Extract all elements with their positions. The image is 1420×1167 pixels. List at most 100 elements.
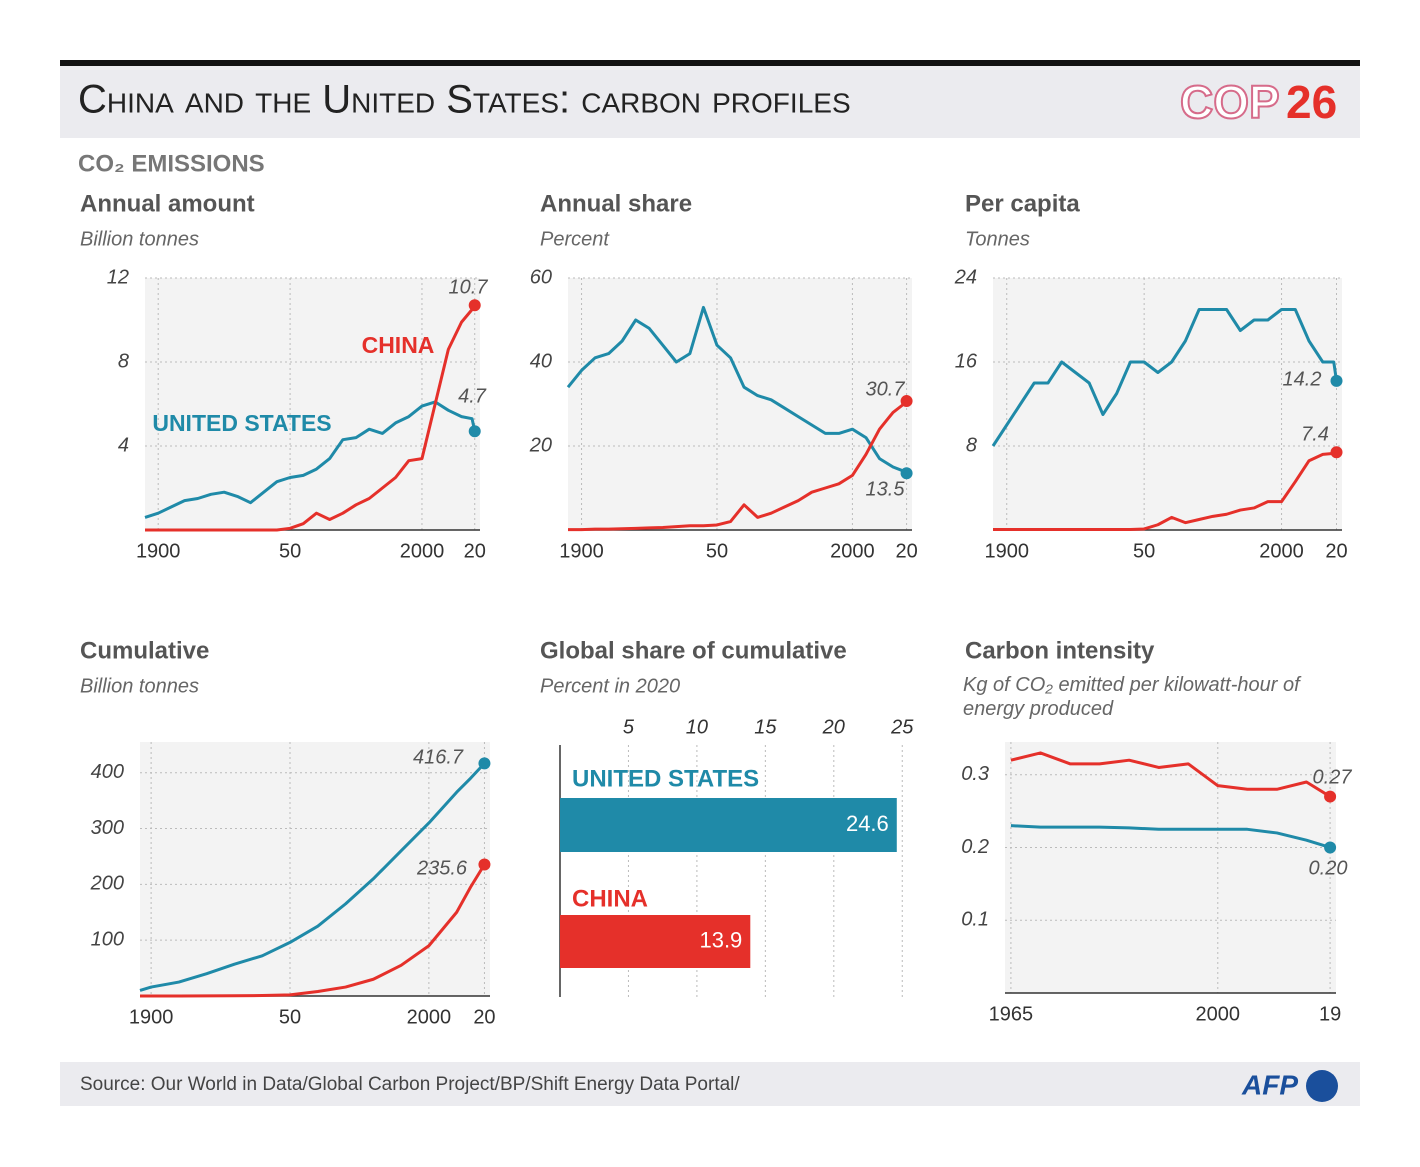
end-dot [468,299,481,312]
series-line [566,305,908,475]
header-rule [60,60,1360,66]
y-tick-label: 16 [955,350,978,372]
end-label: 416.7 [413,746,464,768]
section-label: CO₂ EMISSIONS [78,150,265,177]
y-tick-label: 300 [91,817,124,839]
end-dot [1324,790,1337,803]
bar [560,798,897,852]
chart-subtitle: Tonnes [965,228,1030,250]
series-line [144,400,477,519]
chart-title: Cumulative [80,637,209,664]
end-dot [1324,841,1337,854]
end-label: 4.7 [458,385,487,407]
header-band [60,62,1360,138]
bar-value: 13.9 [699,927,742,952]
source: Source: Our World in Data/Global Carbon … [80,1074,740,1095]
x-tick-label: 19 [1319,1003,1341,1025]
series-line [140,863,486,998]
footer-band [60,1062,1360,1106]
x-tick-label: 20 [473,1006,495,1028]
end-label: 30.7 [866,378,906,400]
plot-area [993,278,1342,530]
end-label: 7.4 [1301,423,1329,445]
x-tick-label: 10 [686,716,708,738]
end-dot [478,757,491,770]
subtitle-box: Kg of CO₂ emitted per kilowatt-hour of e… [963,674,1300,720]
end-label: 10.7 [449,276,489,298]
chart-title: Per capita [965,190,1080,217]
y-tick-label: 0.2 [961,836,989,858]
end-dot [900,467,913,480]
x-tick-label: 20 [464,540,486,562]
end-label: 14.2 [1283,368,1322,390]
chart-title: Annual share [540,190,692,217]
chart-title: Carbon intensity [965,637,1155,664]
y-tick-label: 0.3 [961,763,989,785]
series-line [991,308,1338,447]
chart-subtitle: Billion tonnes [80,228,199,250]
y-tick-label: 12 [107,266,129,288]
x-tick-label: 50 [706,540,728,562]
y-tick-label: 100 [91,928,124,950]
x-tick-label: 2000 [1196,1003,1241,1025]
x-tick-label: 20 [822,716,845,738]
end-label: 0.20 [1309,857,1348,879]
y-tick-label: 40 [530,350,552,372]
plot-area [140,742,490,996]
category-label: CHINA [572,885,648,912]
end-label: 13.5 [866,478,906,500]
end-dot [1330,374,1343,387]
end-dot [900,395,913,408]
series-line [993,450,1338,531]
bar [560,915,751,968]
series-name: UNITED STATES [152,410,331,436]
x-tick-label: 50 [279,1006,301,1028]
y-tick-label: 4 [118,434,129,456]
x-tick-label: 15 [754,716,777,738]
logo-text: COP [1180,76,1280,128]
x-tick-label: 2000 [407,1006,452,1028]
end-dot [478,858,491,871]
x-tick-label: 2000 [1259,540,1304,562]
series-line [139,762,486,992]
series-name: CHINA [362,332,435,358]
footer-logo: AFP [1241,1069,1298,1100]
end-label: 0.27 [1313,766,1353,788]
x-tick-label: 20 [895,540,917,562]
y-tick-label: 8 [118,350,129,372]
series-line [1010,751,1331,798]
chart-title: Global share of cumulative [540,637,847,664]
end-label: 235.6 [416,857,468,879]
y-tick-label: 24 [954,266,977,288]
y-tick-label: 0.1 [961,909,989,931]
plot-area [568,278,912,530]
y-tick-label: 400 [91,761,124,783]
end-dot [1330,446,1343,459]
chart-subtitle: Billion tonnes [80,675,199,697]
x-tick-label: 1900 [559,540,604,562]
y-tick-label: 20 [529,434,552,456]
x-tick-label: 1900 [984,540,1029,562]
bar-value: 24.6 [846,811,889,836]
x-tick-label: 5 [623,716,635,738]
main-title: China and the United States: carbon prof… [78,78,851,122]
series-line [145,304,476,532]
plot-area [1005,742,1336,993]
x-tick-label: 50 [1133,540,1155,562]
category-label: UNITED STATES [572,765,759,792]
footer-logo-dot [1306,1070,1338,1102]
x-tick-label: 25 [890,716,914,738]
x-tick-label: 1900 [136,540,181,562]
series-line [1010,824,1331,849]
chart-title: Annual amount [80,190,255,217]
y-tick-label: 8 [966,434,977,456]
chart-subtitle: Percent [540,228,610,250]
y-tick-label: 200 [90,873,124,895]
x-tick-label: 2000 [400,540,445,562]
x-tick-label: 2000 [830,540,875,562]
y-tick-label: 60 [530,266,552,288]
x-tick-label: 20 [1325,540,1347,562]
chart-subtitle: Percent in 2020 [540,675,680,697]
